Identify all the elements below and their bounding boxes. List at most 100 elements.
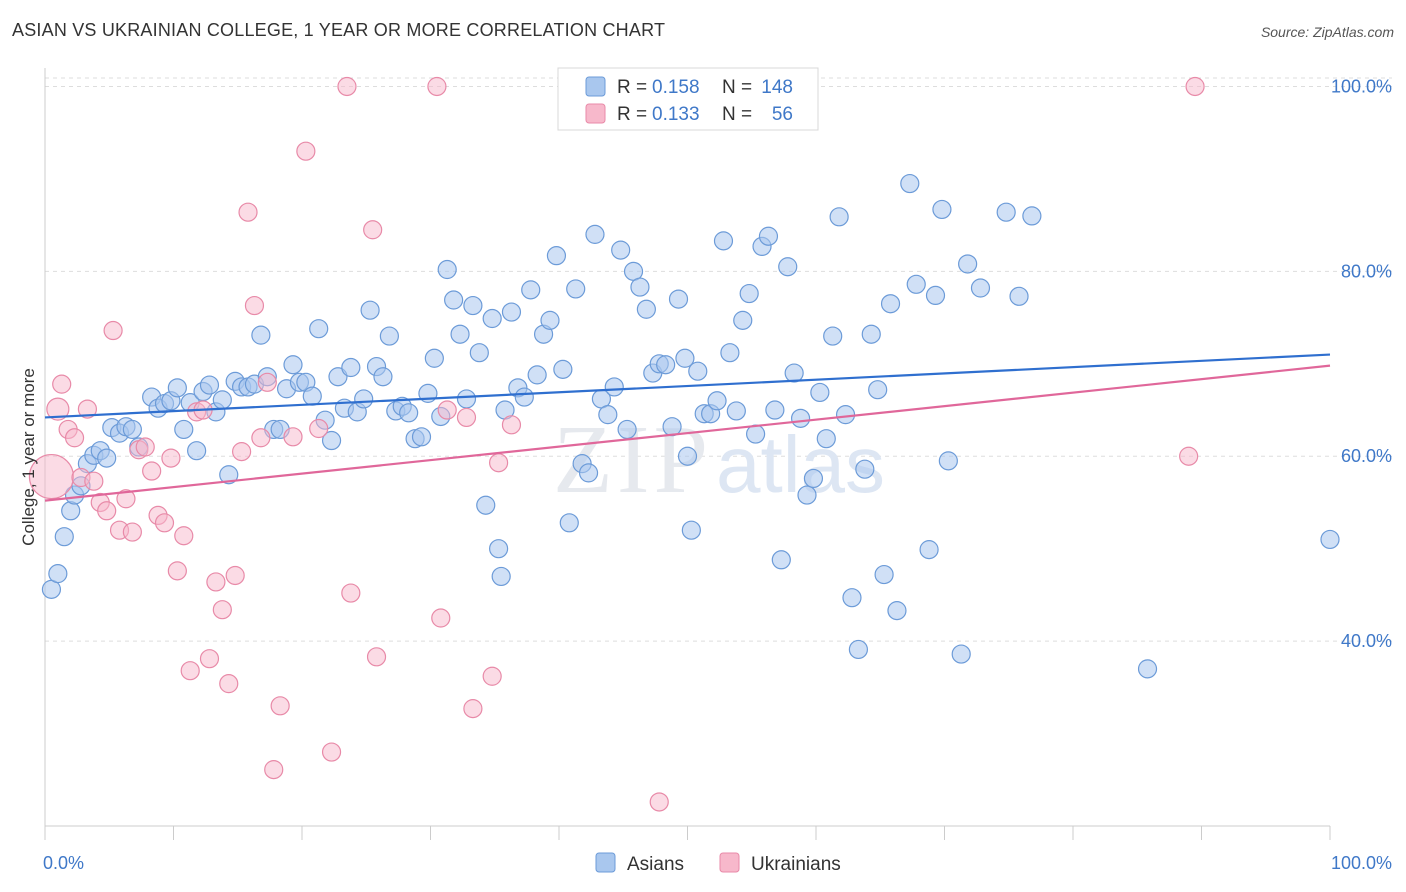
- ukrainian-point: [296, 141, 316, 161]
- asian-point: [713, 231, 734, 251]
- legend-n-value-asians: 148: [761, 77, 793, 98]
- x-tick-label: 100.0%: [1331, 853, 1392, 873]
- asian-point: [951, 644, 971, 664]
- ukrainian-point: [103, 320, 123, 341]
- asian-point: [373, 367, 393, 387]
- asian-point: [636, 299, 656, 319]
- ukrainian-point: [64, 428, 85, 448]
- asian-point: [842, 588, 862, 608]
- ukrainian-point: [482, 666, 502, 686]
- legend-top: R = 0.158 N = 148 R = 0.133 N = 56: [557, 67, 819, 131]
- asian-point: [122, 419, 142, 440]
- asian-point: [212, 390, 232, 410]
- asian-point: [746, 424, 766, 444]
- ukrainian-point: [161, 448, 181, 468]
- ukrainian-point: [456, 407, 477, 428]
- asian-point: [688, 361, 708, 381]
- ukrainian-point: [264, 760, 284, 780]
- asian-point: [489, 539, 509, 559]
- asian-point: [996, 202, 1016, 222]
- legend-r-value-ukrainians: 0.133: [652, 104, 700, 125]
- bottom-legend-label-ukrainians: Ukrainians: [751, 854, 841, 875]
- asian-point: [97, 448, 117, 468]
- ukrainian-point: [154, 513, 175, 533]
- ukrainian-point: [52, 374, 72, 394]
- ukrainian-point: [116, 489, 136, 509]
- chart-title: ASIAN VS UKRAINIAN COLLEGE, 1 YEAR OR MO…: [12, 20, 666, 40]
- asian-point: [585, 224, 605, 244]
- asian-point: [932, 199, 952, 220]
- asian-point: [476, 495, 496, 515]
- asian-point: [302, 386, 322, 406]
- y-tick-label: 80.0%: [1341, 261, 1392, 281]
- ukrainian-point: [501, 415, 522, 435]
- asian-point: [354, 389, 374, 409]
- legend-n-value-ukrainians: 56: [772, 104, 793, 125]
- x-tick-labels: 0.0% 100.0%: [43, 853, 1392, 873]
- ukrainian-point: [97, 501, 117, 521]
- asian-point: [816, 429, 836, 449]
- asian-point: [900, 173, 920, 194]
- series-asians: [41, 173, 1340, 679]
- asian-point: [855, 459, 875, 479]
- asian-point: [970, 278, 991, 298]
- asian-point: [810, 382, 830, 403]
- asian-point: [527, 365, 547, 385]
- asian-point: [803, 468, 824, 489]
- asian-point: [283, 355, 303, 375]
- ukrainian-point: [427, 76, 447, 97]
- ukrainian-point: [283, 427, 303, 447]
- ukrainian-point: [489, 453, 509, 473]
- y-axis-label: College, 1 year or more: [19, 368, 38, 546]
- asian-point: [733, 310, 753, 330]
- asian-point: [379, 326, 399, 346]
- asian-point: [835, 405, 856, 425]
- asian-point: [611, 240, 631, 260]
- ukrainian-point: [206, 572, 226, 592]
- asian-point: [463, 295, 483, 316]
- ukrainian-point: [167, 561, 187, 581]
- asian-point: [668, 289, 689, 309]
- legend-r-value-asians: 0.158: [652, 77, 700, 98]
- asian-point: [662, 417, 682, 437]
- asian-point: [456, 389, 477, 409]
- asian-point: [677, 446, 698, 466]
- asian-point: [328, 367, 348, 387]
- asian-point: [726, 401, 746, 421]
- asian-point: [546, 246, 567, 266]
- ukrainian-point: [366, 647, 387, 667]
- bottom-legend-label-asians: Asians: [627, 854, 684, 875]
- asian-point: [707, 391, 727, 411]
- ukrainian-point: [1179, 446, 1199, 466]
- bottom-legend-swatch-asians: [595, 852, 616, 873]
- asian-point: [360, 300, 380, 320]
- asian-point: [321, 430, 342, 451]
- asian-point: [54, 527, 74, 547]
- legend-n-label-asians: N =: [722, 77, 752, 98]
- asian-point: [450, 324, 470, 344]
- asian-point: [187, 441, 207, 461]
- legend-swatch-ukrainians: [585, 103, 606, 124]
- ukrainian-point: [77, 399, 98, 419]
- y-tick-labels: 100.0% 80.0% 60.0% 40.0%: [1331, 76, 1392, 651]
- asian-point: [251, 325, 271, 345]
- asian-point: [739, 283, 759, 304]
- asian-point: [797, 485, 817, 505]
- asian-point: [341, 357, 361, 378]
- ukrainian-point: [341, 583, 361, 603]
- ukrainian-point: [142, 461, 162, 481]
- asian-point: [874, 564, 894, 585]
- asian-point: [720, 343, 740, 363]
- ukrainian-point: [238, 202, 258, 222]
- asian-point: [578, 463, 599, 483]
- ukrainian-point: [257, 372, 277, 392]
- ukrainian-point: [431, 608, 451, 628]
- source-label: Source: ZipAtlas.com: [1260, 24, 1394, 40]
- ukrainian-point: [232, 442, 252, 462]
- ukrainian-point: [199, 649, 220, 669]
- asian-point: [174, 419, 194, 440]
- asian-point: [880, 294, 901, 314]
- asian-point: [61, 501, 81, 521]
- asian-point: [790, 408, 811, 428]
